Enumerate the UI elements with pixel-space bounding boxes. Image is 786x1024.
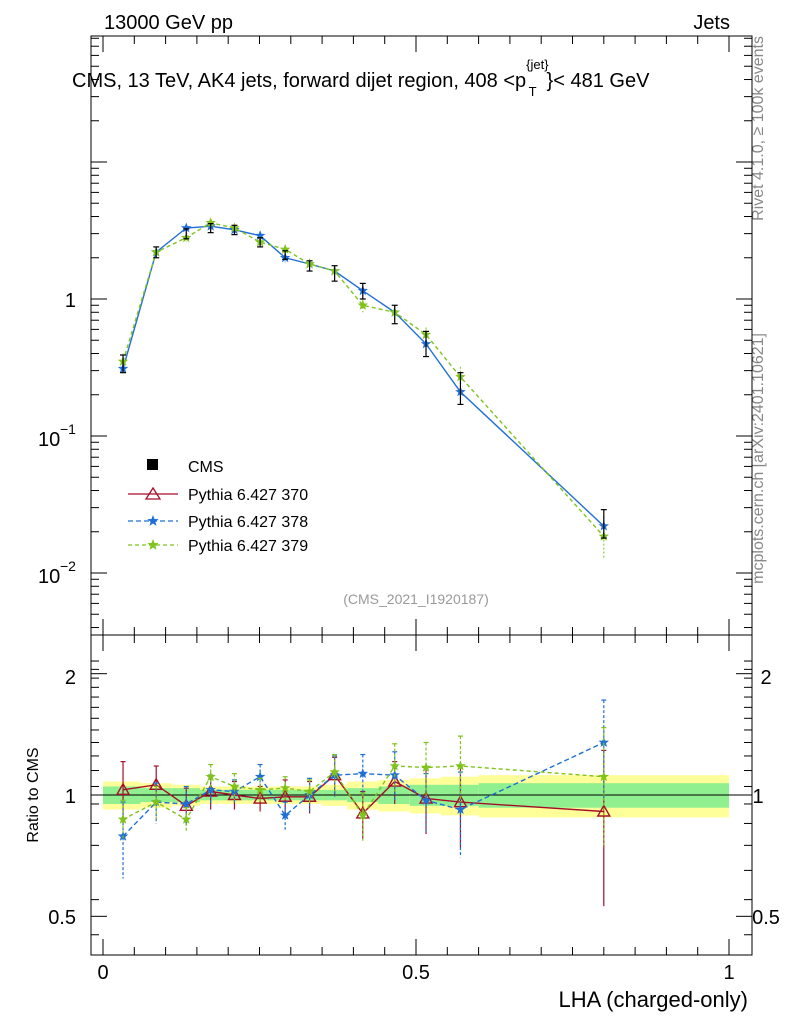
ytick-label-0.01: 10 −2 [38,558,76,588]
ratio-ylabel: Ratio to CMS [25,747,42,842]
p379-main-point [205,217,216,228]
legend-p379-marker [147,539,159,550]
p379-main-point [279,243,291,254]
ratio-ytick-label-0.5-right: 0.5 [752,907,780,929]
chart-title-sub: T [529,84,537,99]
header-right: Jets [693,12,730,34]
p379-ratio-line [122,765,604,821]
ratio-uncertainty-band [103,775,729,818]
p378-main-point [181,222,192,233]
ratio-ytick-label-2-right: 2 [760,667,771,689]
legend-p378-star-shape [147,515,159,526]
header-left: 13000 GeV pp [104,12,233,34]
p379-ratio-point [151,796,162,807]
p370-ratio-point [115,782,131,796]
ratio-ticks [91,635,752,955]
ytick-label-0.1-exp: −1 [60,421,76,437]
p370-ratio-point [418,791,434,804]
analysis-watermark: (CMS_2021_I1920187) [343,591,489,607]
p379-main-point [357,299,368,310]
legend-p379-label: Pythia 6.427 379 [188,538,308,555]
p379-ratio-point [229,781,240,791]
p370-ratio-point [596,804,612,817]
legend-p370-label: Pythia 6.427 370 [188,487,308,504]
main-ticks [91,36,752,635]
p378-main-point [254,230,266,241]
p378-ratio-point [304,789,315,800]
p379-ratio-point [357,809,368,820]
p378-ratio-point [598,737,609,747]
p378-ratio-point [455,804,466,814]
ratio-panel: 2 1 0.5 2 1 0.5 Ratio to CMS 0 0.5 1 LHA… [25,634,780,1012]
p378-ratio-point [254,771,266,782]
p370-ratio-point [277,789,293,802]
xtick-label-1: 1 [723,962,734,984]
ytick-label-0.1: 10 −1 [38,421,76,451]
source-label: mcplots.cern.ch [arXiv:2401.10621] [750,333,767,584]
ytick-label-0.1-base: 10 [38,429,60,451]
p378-ratio-point [420,794,432,805]
legend-cms-marker [147,459,158,470]
ratio-ytick-label-1-right: 1 [752,786,763,808]
p379-ratio-point [329,766,340,777]
p379-ratio-point [304,786,315,796]
p370-ratio-point [355,806,370,819]
rivet-version-label: Rivet 4.1.0, ≥ 100k events [750,36,767,221]
p379-ratio-point [389,760,400,771]
ratio-series-layer [115,699,612,907]
main-series-layer [117,217,609,560]
p379-ratio-point [254,784,266,795]
p378-ratio-line [122,741,605,837]
p379-ratio-point [117,813,129,824]
p379-ratio-point [181,813,192,824]
chart-title-text: CMS, 13 TeV, AK4 jets, forward dijet reg… [72,57,650,99]
x-axis-label: LHA (charged-only) [558,987,748,1012]
main-panel: 1 10 −1 10 −2 CMS, 13 TeV, AK4 jets, for… [38,35,753,636]
p379-ratio-point [279,782,291,793]
legend-p378-marker [147,515,159,526]
p379-ratio-point [205,771,216,782]
p379-ratio-point [420,762,432,772]
ytick-label-0.01-exp: −2 [60,558,76,574]
legend-p370-marker [144,486,162,500]
p378-ratio-point [181,798,192,809]
p378-ratio-point [279,809,291,820]
legend-p378-label: Pythia 6.427 378 [188,514,308,531]
ytick-label-1: 1 [65,290,76,312]
ytick-label-0.01-base: 10 [38,566,60,588]
p378-ratio-point [357,768,368,779]
legend-cms-label: CMS [188,459,224,476]
p379-ratio-point [598,771,609,782]
p378-main-line [122,225,605,527]
chart-title: CMS, 13 TeV, AK4 jets, forward dijet reg… [72,57,650,99]
ratio-ytick-label-0.5-left: 0.5 [48,907,76,929]
chart-title-suffix: }< 481 GeV [547,70,651,92]
ratio-ytick-label-2-left: 2 [65,667,76,689]
legend: CMS Pythia 6.427 370 Pythia 6.427 378 Py… [128,459,308,555]
chart-title-sup: {jet} [526,57,549,72]
xtick-label-0: 0 [97,962,108,984]
xtick-label-0.5: 0.5 [402,962,430,984]
chart-title-prefix: CMS, 13 TeV, AK4 jets, forward dijet reg… [72,70,526,92]
legend-p379-star-shape [147,539,159,550]
p379-ratio-point [455,760,466,771]
p370-ratio-point [252,791,268,804]
p378-ratio-point [205,784,216,795]
ratio-ytick-label-1-left: 1 [65,786,76,808]
